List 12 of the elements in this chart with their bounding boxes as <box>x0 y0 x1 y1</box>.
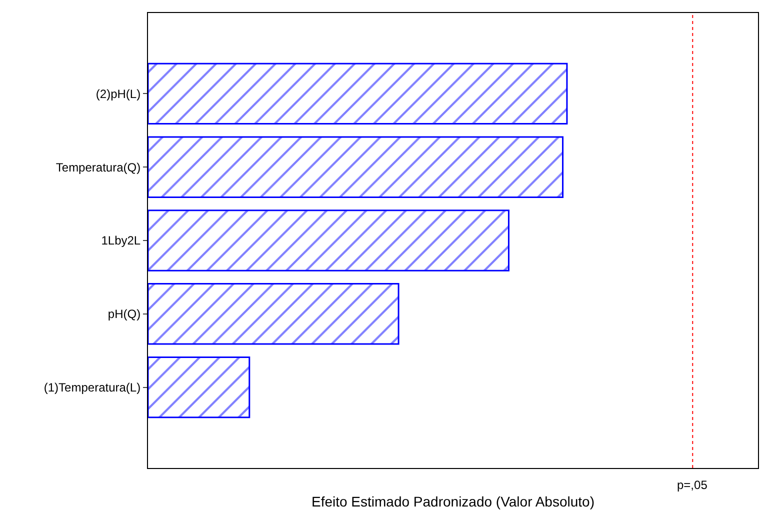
ref-line-label: p=,05 <box>677 478 708 492</box>
x-axis-title: Efeito Estimado Padronizado (Valor Absoluto) <box>311 493 595 510</box>
bar <box>148 283 400 345</box>
y-tick-label: 1Lby2L <box>101 234 141 248</box>
bar <box>148 356 250 418</box>
bar <box>148 136 564 198</box>
bar <box>148 210 510 272</box>
y-tick-label: Temperatura(Q) <box>56 160 141 174</box>
bar <box>148 62 568 125</box>
y-tick-label: pH(Q) <box>108 307 141 322</box>
y-tick-label: (1)Temperatura(L) <box>44 380 141 394</box>
y-tick-label: (2)pH(L) <box>96 86 141 101</box>
